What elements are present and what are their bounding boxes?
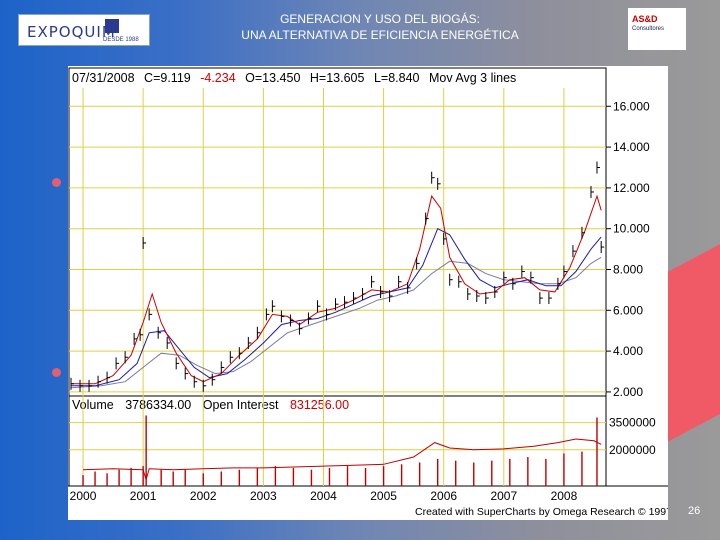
moving-average-fast	[71, 194, 602, 385]
y-tick-label: 12.000	[613, 181, 650, 195]
bullet-icon	[52, 178, 61, 187]
open-interest-value: 831256.00	[290, 398, 349, 412]
y-tick-label: 4.000	[613, 344, 643, 358]
y-tick-label: 10.000	[613, 222, 650, 236]
x-tick-label: 2004	[310, 489, 337, 503]
header-open: O=13.450	[245, 71, 300, 85]
volume-header: Volume 3786334.00 Open Interest 831256.0…	[72, 398, 349, 412]
asd-logo-subtext: Consultores	[632, 26, 665, 32]
x-tick-label: 2001	[130, 489, 157, 503]
volume-label: Volume	[72, 398, 114, 412]
x-tick-label: 2006	[430, 489, 457, 503]
chart-header: 07/31/2008 C=9.119 -4.234 O=13.450 H=13.…	[72, 71, 516, 85]
moving-average-mid	[71, 228, 602, 387]
y-tick-label: 16.000	[613, 99, 650, 113]
chart-svg: 07/31/2008 C=9.119 -4.234 O=13.450 H=13.…	[68, 67, 672, 518]
y-tick-label: 14.000	[613, 140, 650, 154]
header-high: H=13.605	[310, 71, 365, 85]
x-tick-label: 2005	[370, 489, 397, 503]
price-panel-frame	[68, 67, 607, 397]
volume-tick-label: 2000000	[609, 443, 656, 457]
logo-mark	[105, 19, 119, 33]
asd-logo: AS&D Consultores	[628, 8, 686, 50]
header-close: C=9.119	[144, 71, 191, 85]
slide-title-line1: GENERACION Y USO DEL BIOGÁS:	[280, 12, 480, 26]
x-tick-label: 2002	[190, 489, 217, 503]
header-date: 07/31/2008	[72, 71, 135, 85]
bullet-icon	[52, 368, 61, 377]
asd-logo-text: AS&D	[632, 14, 658, 24]
slide-title: GENERACION Y USO DEL BIOGÁS: UNA ALTERNA…	[160, 11, 600, 43]
x-tick-label: 2007	[490, 489, 517, 503]
x-tick-label: 2000	[70, 489, 97, 503]
logo-text: EXPOQUIM	[27, 23, 116, 41]
header-change: -4.234	[200, 71, 235, 85]
open-interest-label: Open Interest	[203, 398, 279, 412]
x-tick-label: 2008	[551, 489, 578, 503]
price-chart: 07/31/2008 C=9.119 -4.234 O=13.450 H=13.…	[68, 66, 672, 520]
y-tick-label: 2.000	[613, 385, 643, 399]
logo-subtext: DESDE 1988	[103, 37, 139, 43]
slide-title-line2: UNA ALTERNATIVA DE EFICIENCIA ENERGÉTICA	[241, 28, 519, 42]
open-interest-line	[82, 438, 602, 482]
expoquim-logo: EXPOQUIM DESDE 1988	[18, 14, 150, 46]
volume-value: 3786334.00	[125, 398, 191, 412]
volume-tick-label: 3500000	[609, 416, 656, 430]
y-tick-label: 8.000	[613, 263, 643, 277]
page-number: 26	[688, 505, 701, 517]
moving-average-slow	[70, 256, 602, 389]
x-tick-label: 2003	[250, 489, 277, 503]
y-tick-label: 6.000	[613, 303, 643, 317]
chart-footer: Created with SuperCharts by Omega Resear…	[415, 506, 668, 518]
header-study: Mov Avg 3 lines	[429, 71, 516, 85]
header-low: L=8.840	[374, 71, 420, 85]
